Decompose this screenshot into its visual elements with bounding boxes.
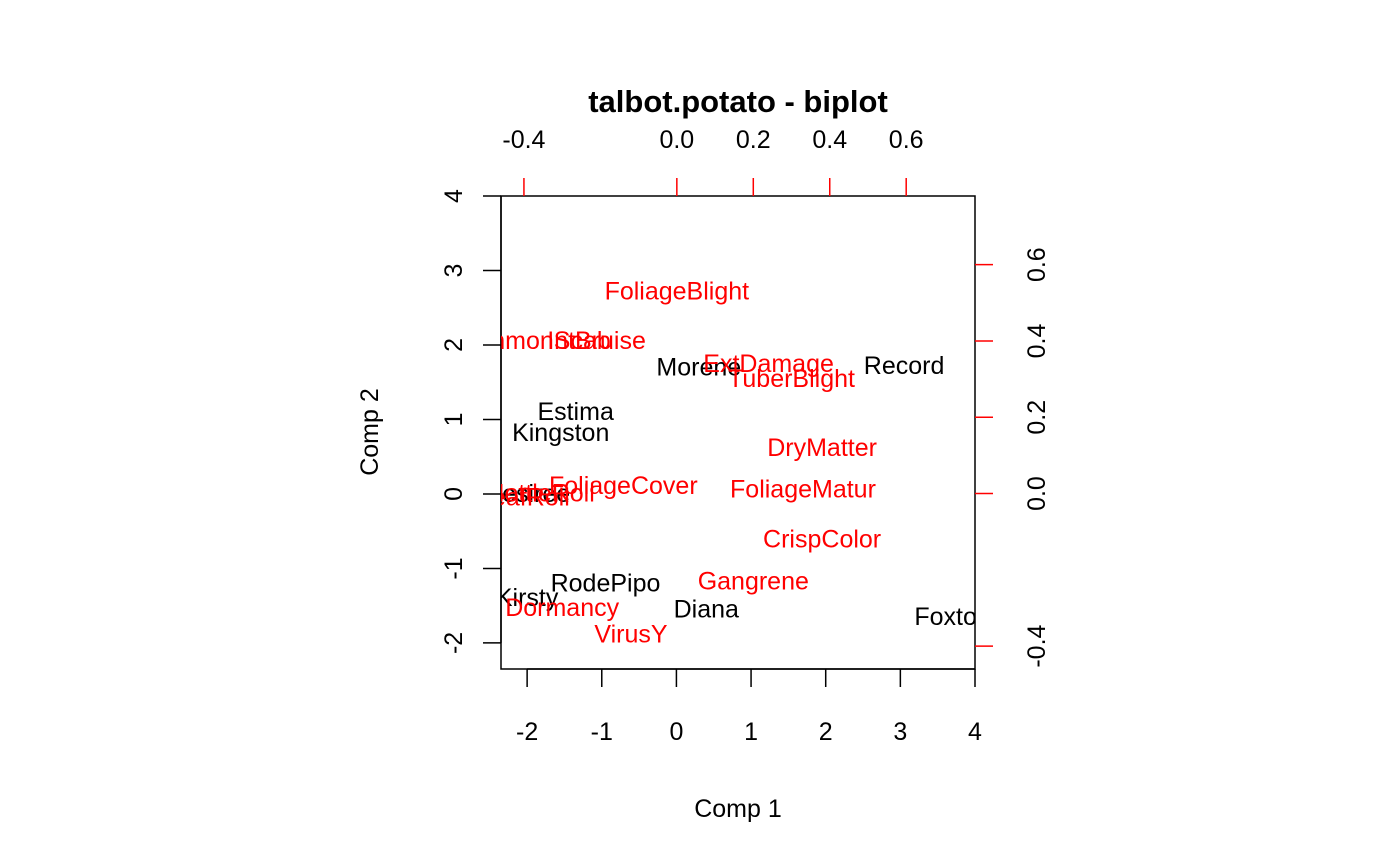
loading-label: VirusY: [594, 621, 668, 649]
right-tick-label: -0.4: [1023, 624, 1051, 667]
loading-label: ExtDamage: [703, 350, 834, 378]
bottom-tick-label: -1: [591, 718, 613, 746]
score-point-label: Record: [864, 352, 945, 380]
bottom-tick-label: 2: [819, 718, 833, 746]
score-point-label: Desiree: [484, 480, 570, 508]
top-tick-label: 0.2: [736, 126, 771, 154]
score-point-label: Foxton: [914, 603, 990, 631]
left-tick-label: 1: [440, 413, 468, 427]
right-tick-label: 0.6: [1023, 247, 1051, 282]
bottom-tick-label: -2: [516, 718, 538, 746]
top-tick-label: -0.4: [502, 126, 545, 154]
left-tick-label: 4: [440, 189, 468, 203]
loading-label: MottleRoll: [484, 480, 595, 508]
x-axis-label: Comp 1: [694, 795, 782, 823]
left-tick-label: 0: [440, 487, 468, 501]
y-axis-label: Comp 2: [356, 388, 384, 476]
loading-label: FoliageMatur: [730, 476, 876, 504]
top-tick-label: 0.4: [812, 126, 847, 154]
loading-label: Gangrene: [698, 567, 809, 595]
bottom-tick-label: 0: [669, 718, 683, 746]
bottom-tick-label: 1: [744, 718, 758, 746]
right-tick-label: 0.0: [1023, 476, 1051, 511]
right-tick-label: 0.4: [1023, 323, 1051, 358]
loading-label: CommonScab: [452, 327, 610, 355]
score-point-label: Morene: [656, 353, 741, 381]
score-point-label: RodePipo: [551, 569, 661, 597]
left-tick-label: -1: [440, 557, 468, 579]
score-point-label: Diana: [674, 595, 739, 623]
loading-label: Dormancy: [505, 594, 619, 622]
score-point-label: Kingston: [512, 419, 609, 447]
loading-label: LeafRoll: [478, 483, 570, 511]
loading-label: FoliageBlight: [605, 277, 750, 305]
bottom-tick-label: 3: [893, 718, 907, 746]
score-point-label: Estima: [537, 398, 614, 426]
right-tick-label: 0.2: [1023, 400, 1051, 435]
loading-label: TuberBlight: [728, 365, 855, 393]
bottom-tick-label: 4: [968, 718, 982, 746]
score-point-label: Kirsty: [496, 584, 559, 612]
top-tick-label: 0.0: [659, 126, 694, 154]
chart-title: talbot.potato - biplot: [588, 84, 888, 119]
left-tick-label: -2: [440, 632, 468, 654]
left-tick-label: 2: [440, 338, 468, 352]
loading-label: IntBruise: [547, 327, 646, 355]
loading-label: FoliageCover: [549, 472, 698, 500]
loading-label: CrispColor: [763, 525, 881, 553]
loading-label: DryMatter: [767, 434, 877, 462]
left-tick-label: 3: [440, 264, 468, 278]
top-tick-label: 0.6: [889, 126, 924, 154]
